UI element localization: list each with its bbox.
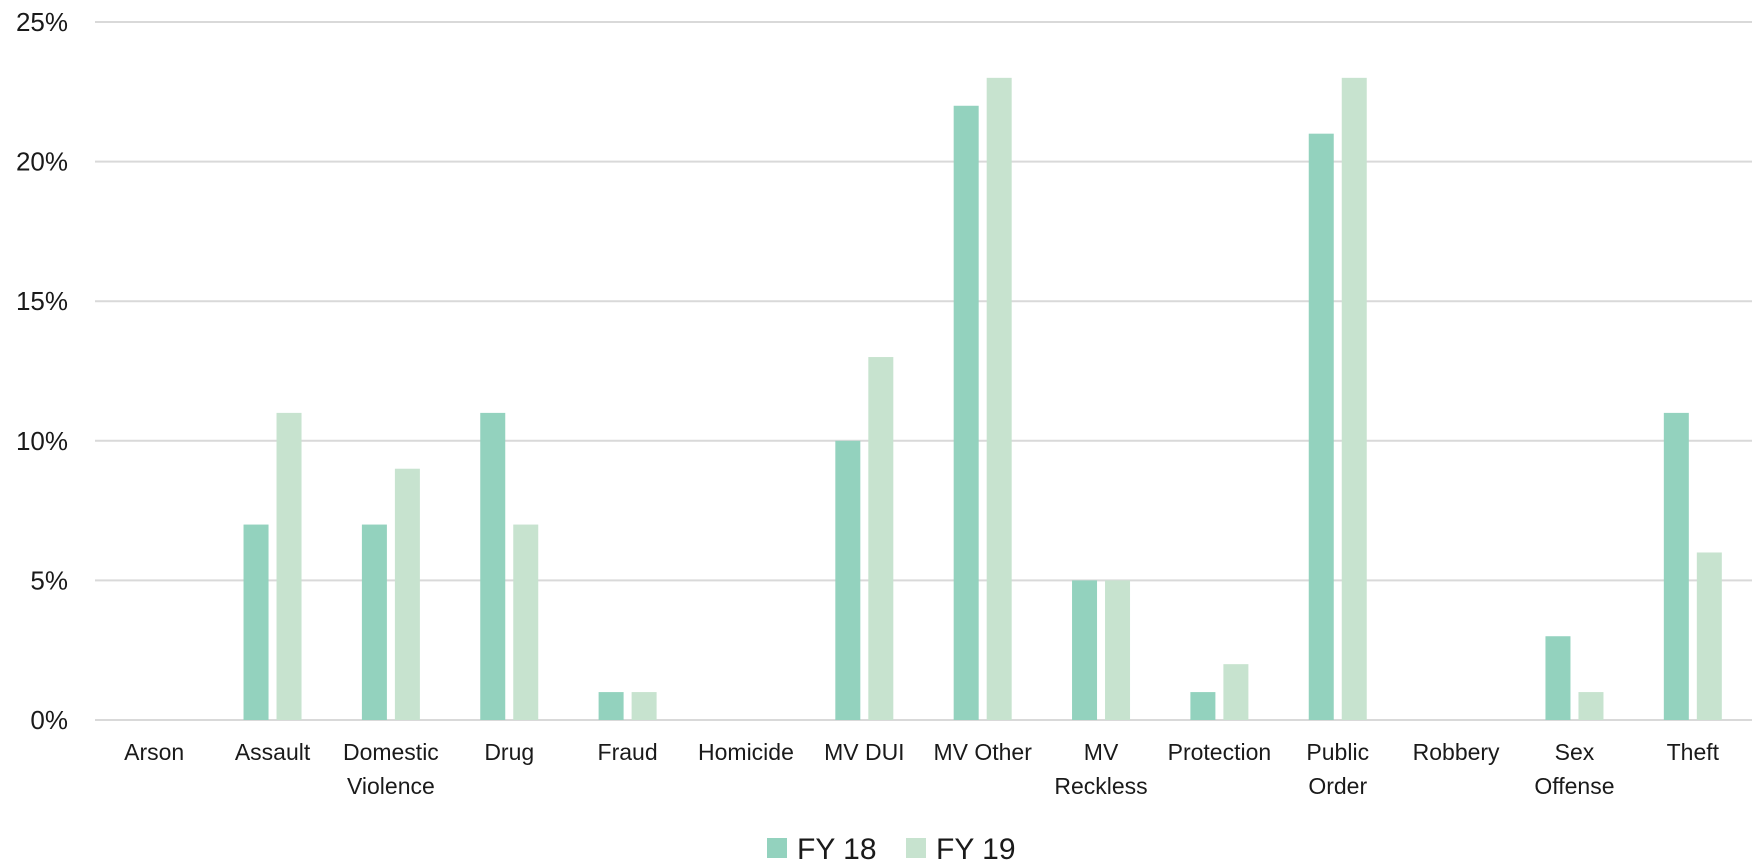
y-tick-label: 15% [16,286,68,316]
x-tick-label: MV Reckless [1054,739,1147,799]
legend: FY 18 FY 19 [767,833,1016,863]
bar-fy18-public-order [1308,133,1334,720]
x-tick-label: Public Order [1306,739,1369,799]
x-tick-label: MV DUI [824,739,905,765]
bar-fy19-protection [1223,664,1249,720]
bar-fy18-assault [243,524,269,720]
bar-fy18-theft [1663,412,1689,720]
x-tick-label: Arson [124,739,184,765]
bar-fy18-drug [480,412,506,720]
x-tick-label: Sex Offense [1534,739,1614,799]
bar-fy19-sex-offense [1578,692,1604,720]
bar-fy18-protection [1190,692,1216,720]
x-tick-label: Domestic Violence [343,739,439,799]
gridlines [95,21,1752,721]
x-tick-label: Drug [484,739,534,765]
x-tick-label: Homicide [698,739,794,765]
y-tick-label: 0% [30,705,68,735]
y-axis: 0% 5% 10% 15% 20% 25% [16,7,68,735]
bar-fy19-mv-dui [868,357,894,720]
legend-label-fy18: FY 18 [797,833,877,863]
y-tick-label: 5% [30,565,68,595]
bar-fy19-fraud [631,692,657,720]
bar-fy18-domestic-violence [361,524,387,720]
bar-fy19-mv-other [986,77,1012,721]
legend-label-fy19: FY 19 [936,833,1016,863]
y-tick-label: 10% [16,426,68,456]
bar-fy19-domestic-violence [394,468,420,720]
bar-fy18-sex-offense [1545,636,1571,720]
x-tick-label: Protection [1168,739,1272,765]
y-tick-label: 25% [16,7,68,37]
bar-fy19-mv-reckless [1105,580,1131,720]
x-tick-label: Fraud [598,739,658,765]
bar-fy19-public-order [1341,77,1367,721]
y-tick-label: 20% [16,147,68,177]
bar-fy18-mv-dui [835,440,861,720]
bar-fy18-mv-reckless [1072,580,1098,720]
x-axis: Arson Assault Domestic Violence Drug Fraud Hom… [124,739,1720,799]
bar-fy19-drug [513,524,539,720]
bar-fy18-mv-other [953,105,979,720]
x-tick-label: MV Other [933,739,1032,765]
legend-swatch-fy18 [767,838,787,858]
x-tick-label: Robbery [1413,739,1500,765]
x-tick-label: Theft [1667,739,1720,765]
bars [243,77,1722,721]
bar-fy19-assault [276,412,302,720]
legend-swatch-fy19 [906,838,926,858]
x-tick-label: Assault [235,739,311,765]
bar-fy18-fraud [598,692,624,720]
bar-fy19-theft [1696,552,1722,720]
